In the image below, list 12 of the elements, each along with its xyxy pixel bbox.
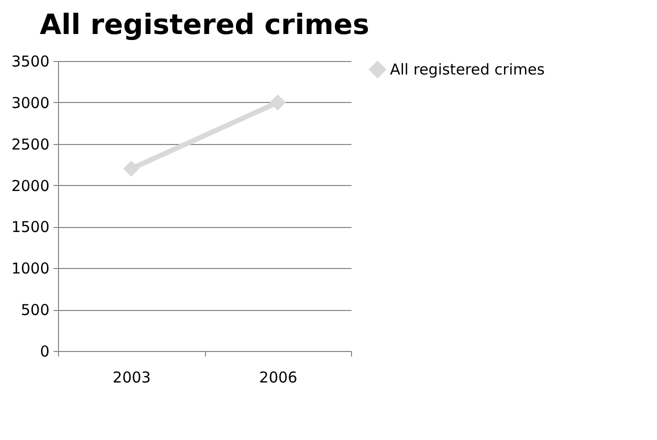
legend-label: All registered crimes (390, 60, 545, 78)
y-tick-label: 3500 (11, 52, 50, 70)
y-tick-label: 1500 (11, 218, 50, 236)
y-tick-label: 0 (40, 342, 50, 360)
chart-title: All registered crimes (40, 8, 370, 41)
y-tick-label: 1000 (11, 260, 50, 278)
x-tick-label: 2003 (112, 368, 151, 386)
y-tick-label: 2000 (11, 176, 50, 195)
y-tick-label: 3000 (11, 94, 50, 112)
y-tick-label: 500 (20, 301, 50, 320)
y-tick-label: 2500 (11, 135, 50, 154)
x-tick-label: 2006 (259, 368, 298, 386)
